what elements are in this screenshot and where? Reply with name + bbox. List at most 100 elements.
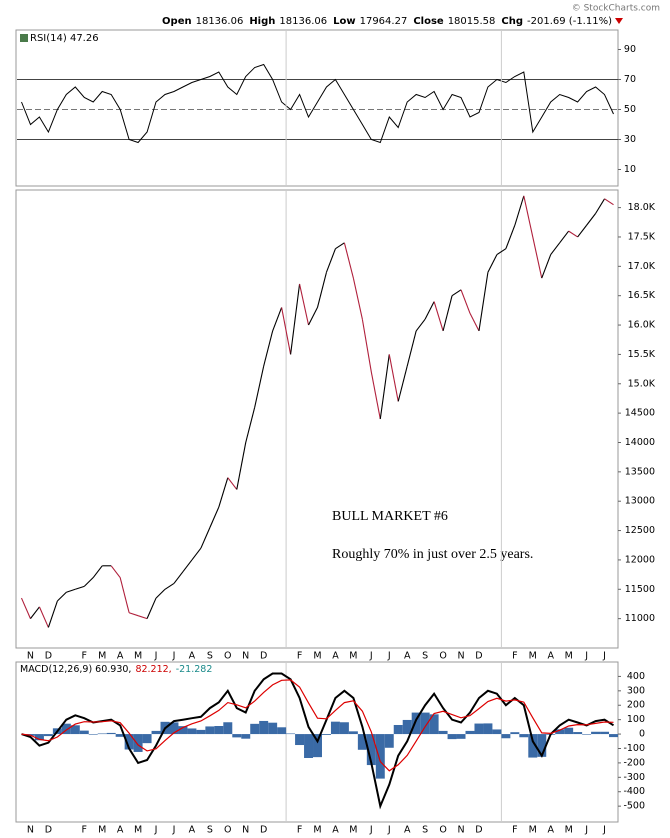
rsi-frame xyxy=(15,29,619,187)
y-tick-label: 13500 xyxy=(625,466,655,477)
histogram-bar xyxy=(241,734,251,739)
x-tick-label: F xyxy=(512,651,517,662)
price-segment xyxy=(397,366,408,402)
histogram-bar xyxy=(124,734,134,750)
histogram-bar xyxy=(214,726,224,735)
price-segment xyxy=(110,565,121,578)
price-segment xyxy=(281,307,292,355)
y-tick-label: 400 xyxy=(627,671,645,682)
price-segment xyxy=(245,407,256,443)
price-segment xyxy=(155,588,166,599)
price-segment xyxy=(209,506,220,528)
price-segment xyxy=(128,612,139,617)
x-tick-label: J xyxy=(387,825,391,836)
x-tick-label: F xyxy=(512,825,517,836)
histogram-bar xyxy=(492,729,502,735)
y-tick-label: 12000 xyxy=(625,554,655,565)
price-segment xyxy=(316,272,328,308)
x-tick-label: F xyxy=(82,825,87,836)
price-segment xyxy=(66,588,76,593)
price-segment xyxy=(550,242,561,255)
x-tick-label: M xyxy=(529,651,537,662)
x-tick-label: J xyxy=(172,825,176,836)
price-segment xyxy=(604,198,614,206)
x-tick-label: F xyxy=(297,825,302,836)
histogram-bar xyxy=(357,734,367,750)
price-segment xyxy=(92,565,103,578)
y-tick-label: 0 xyxy=(639,729,645,740)
histogram-bar xyxy=(465,730,475,735)
x-tick-label: J xyxy=(172,651,176,662)
price-segment xyxy=(478,272,489,332)
histogram-bar xyxy=(510,732,520,735)
price-segment xyxy=(20,597,31,619)
x-tick-label: A xyxy=(117,825,124,836)
x-tick-label: F xyxy=(82,651,87,662)
header-value: 18136.06 xyxy=(279,16,327,27)
header-label: Close xyxy=(413,16,444,27)
histogram-bar xyxy=(420,712,430,735)
x-tick-label: D xyxy=(45,825,52,836)
x-tick-label: O xyxy=(224,825,231,836)
x-tick-label: M xyxy=(134,825,142,836)
y-tick-label: -400 xyxy=(623,786,645,797)
x-tick-label: A xyxy=(332,825,339,836)
price-segment xyxy=(182,559,193,573)
x-tick-label: J xyxy=(602,825,606,836)
price-segment xyxy=(577,224,588,238)
y-tick-label: -500 xyxy=(623,801,645,812)
header-label: Chg xyxy=(501,16,523,27)
x-tick-label: S xyxy=(422,825,428,836)
y-tick-label: 70 xyxy=(624,74,636,85)
histogram-bar xyxy=(187,728,197,735)
header-value: 17964.27 xyxy=(360,16,408,27)
histogram-bar xyxy=(232,734,242,738)
histogram-bar xyxy=(339,722,349,735)
x-tick-label: A xyxy=(547,651,554,662)
header: Open 18136.06 High 18136.06 Low 17964.27 Close… xyxy=(162,16,612,27)
histogram-bar xyxy=(97,733,107,735)
histogram-bar xyxy=(286,733,296,735)
series-line xyxy=(21,63,614,144)
price-frame xyxy=(15,189,619,649)
x-tick-label: M xyxy=(313,651,321,662)
y-tick-label: 10 xyxy=(624,164,636,175)
histogram-bar xyxy=(591,731,601,735)
price-segment xyxy=(406,330,417,367)
x-tick-label: M xyxy=(134,651,142,662)
x-tick-label: O xyxy=(224,651,231,662)
y-tick-label: 16.0K xyxy=(628,320,656,331)
price-segment xyxy=(325,248,336,273)
price-segment xyxy=(308,307,318,326)
price-segment xyxy=(56,591,67,602)
histogram-bar xyxy=(250,723,260,735)
watermark: © StockCharts.com xyxy=(572,4,660,14)
price-segment xyxy=(388,354,399,402)
y-tick-label: 15.0K xyxy=(628,378,656,389)
y-tick-label: 30 xyxy=(624,134,636,145)
x-tick-label: A xyxy=(547,825,554,836)
price-segment xyxy=(236,442,247,490)
price-segment xyxy=(415,318,426,332)
y-tick-label: -100 xyxy=(623,743,645,754)
y-tick-label: 18.0K xyxy=(628,202,656,213)
price-segment xyxy=(352,277,363,320)
histogram-bar xyxy=(501,734,511,739)
y-tick-label: 16.5K xyxy=(628,290,656,301)
histogram-bar xyxy=(483,723,493,735)
histogram-bar xyxy=(321,734,331,735)
histogram-bar xyxy=(304,734,314,758)
x-tick-label: N xyxy=(27,651,34,662)
price-segment xyxy=(496,248,507,256)
price-segment xyxy=(263,330,274,367)
y-tick-label: 17.0K xyxy=(628,261,656,272)
rsi-icon xyxy=(20,34,28,42)
x-tick-label: D xyxy=(260,651,267,662)
price-segment xyxy=(370,371,381,420)
price-segment xyxy=(137,615,148,620)
annotation: BULL MARKET #6 xyxy=(332,509,448,524)
x-tick-label: M xyxy=(565,825,573,836)
down-arrow xyxy=(615,18,623,24)
x-tick-label: D xyxy=(475,825,482,836)
